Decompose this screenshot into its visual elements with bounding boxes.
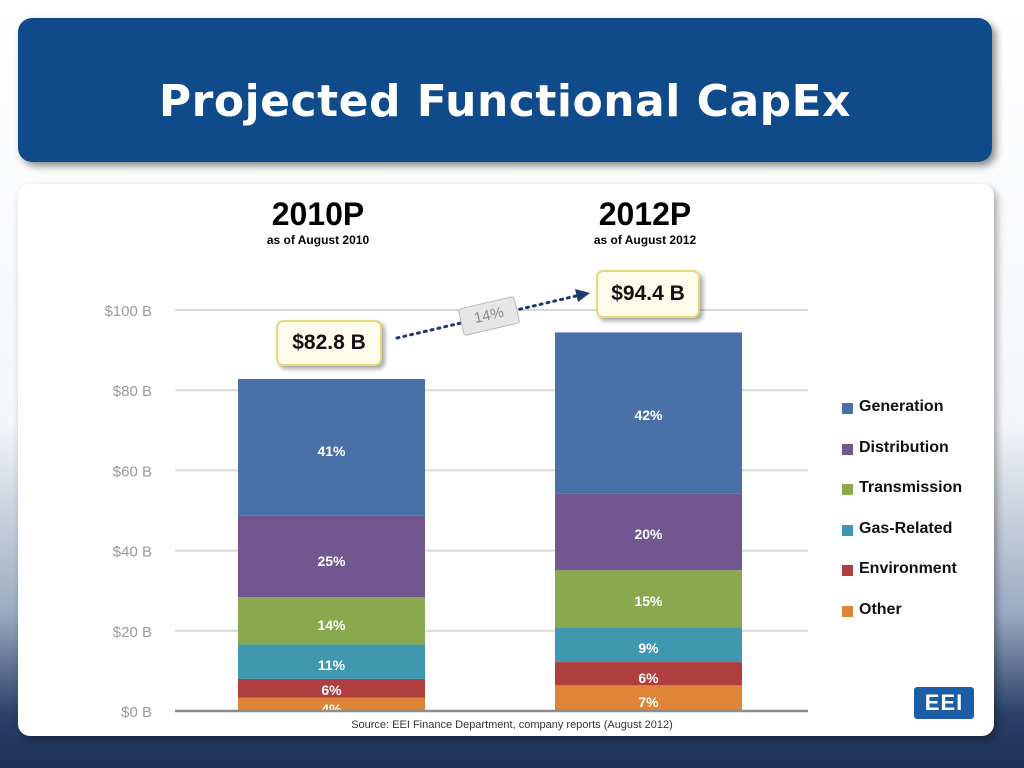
column-header-2010: 2010P as of August 2010 [238,197,398,247]
data-label: 11% [318,657,346,673]
legend-swatch [842,403,853,414]
bar-segment [555,627,742,663]
legend-item: Distribution [842,439,1012,480]
data-label: 42% [634,407,663,423]
bar-segment [238,644,425,679]
legend-swatch [842,565,853,576]
bar-segment [555,662,742,686]
legend-swatch [842,605,853,617]
column-year-2010: 2010P [271,196,365,232]
data-label: 15% [634,593,663,609]
y-tick-label: $20 B [113,624,152,641]
data-label: 6% [638,670,659,686]
legend-item: Generation [842,398,1012,439]
y-tick-label: $0 B [121,704,152,721]
legend-swatch [842,524,853,536]
legend-item: Gas-Related [842,520,1012,561]
source-note: Source: EEI Finance Department, company … [351,719,673,731]
bar-segment [555,332,742,494]
legend-label: Distribution [859,438,949,456]
legend-item: Environment [842,560,1012,601]
data-label: 9% [638,640,659,656]
eei-logo: EEI [914,687,974,719]
data-label: 25% [317,553,346,569]
legend-label: Generation [859,398,944,415]
data-label: 20% [634,526,663,542]
column-asof-2012: as of August 2012 [593,233,697,247]
y-tick-label: $100 B [104,303,152,320]
data-label: 7% [638,694,659,710]
total-callout-2010: $82.8 B [276,320,382,366]
column-header-2012: 2012P as of August 2012 [560,197,730,247]
bar-segment [238,697,425,711]
bar-segment [555,685,742,711]
y-tick-label: $40 B [113,544,152,561]
data-label: 6% [321,682,342,698]
legend-swatch [842,443,853,455]
bar-segment [238,597,425,645]
column-asof-2010: as of August 2010 [266,233,370,247]
legend-item: Other [842,601,1012,642]
slide-title: Projected Functional CapEx [158,76,852,127]
bar-segment [555,493,742,571]
bar-segment [555,570,742,628]
data-label: 14% [317,617,346,633]
title-banner: Projected Functional CapEx [18,18,992,162]
bar-segment [238,678,425,698]
total-callout-2012: $94.4 B [596,270,700,318]
bar-segment [238,378,425,516]
legend-label: Gas-Related [859,519,953,537]
y-tick-label: $80 B [113,383,152,400]
y-tick-label: $60 B [113,463,152,480]
growth-arrow-head [575,289,590,302]
legend-swatch [842,484,853,495]
bar-segment [238,515,425,598]
legend-item: Transmission [842,479,1012,520]
legend-label: Other [859,600,902,618]
column-year-2012: 2012P [598,196,692,232]
legend-label: Transmission [859,479,963,496]
legend-label: Environment [859,560,957,577]
chart-panel [18,184,994,736]
data-label: 41% [317,443,346,459]
data-label: 4% [321,701,342,717]
chart-legend: Generation Distribution Transmission Gas-Re… [842,398,1012,641]
